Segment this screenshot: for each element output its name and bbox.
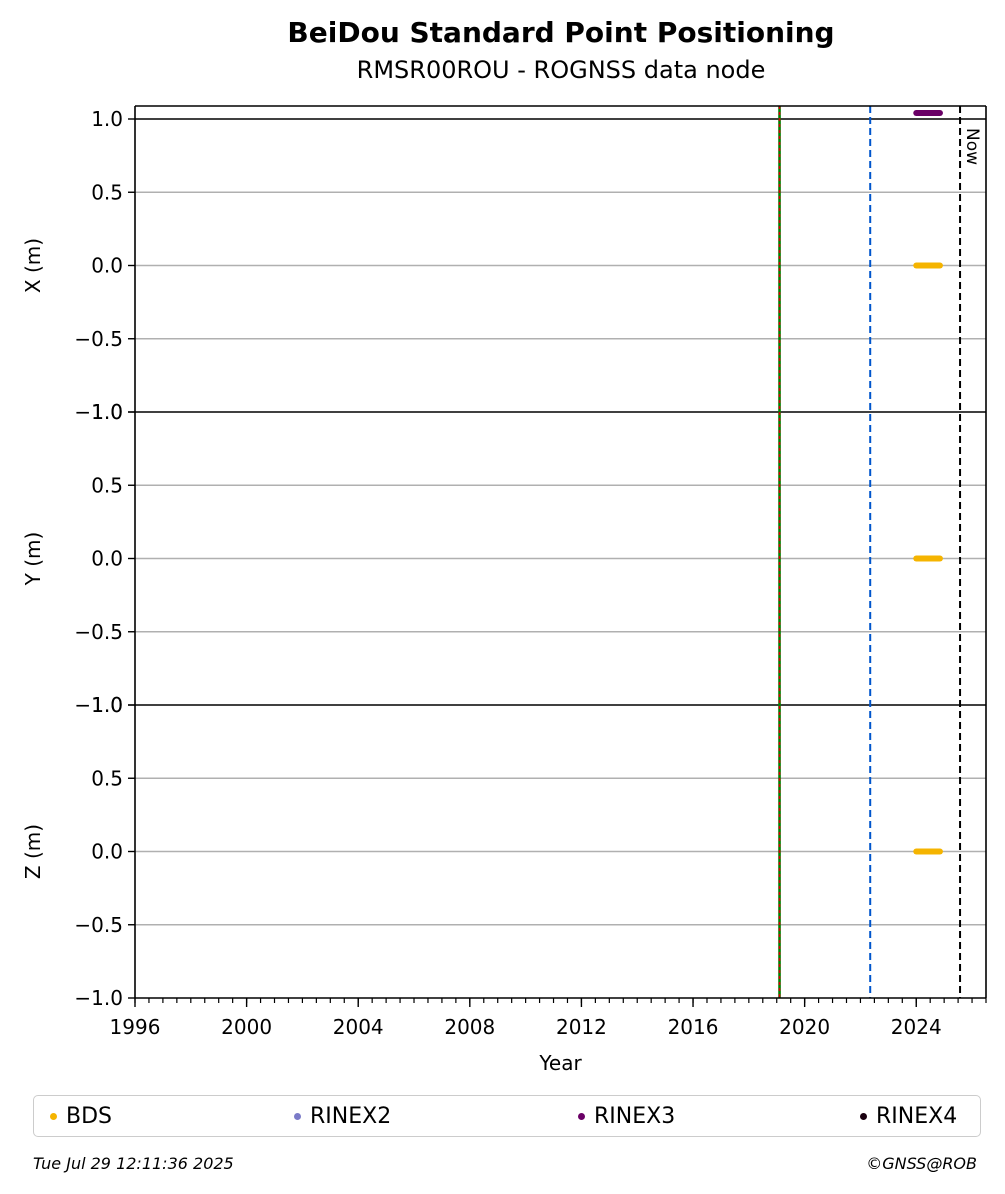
x-tick-label: 2008	[444, 1015, 495, 1039]
y-tick-label: −1.0	[74, 400, 123, 424]
y-tick-label: 0.0	[91, 254, 123, 278]
legend: BDS RINEX2 RINEX3 RINEX4	[33, 1095, 981, 1137]
y-tick-label: −0.5	[74, 913, 123, 937]
legend-item-rinex4: RINEX4	[860, 1102, 957, 1130]
legend-label-rinex3: RINEX3	[594, 1103, 676, 1129]
x-tick-label: 2012	[556, 1015, 607, 1039]
x-tick-label: 2020	[779, 1015, 830, 1039]
x-tick-label: 2000	[221, 1015, 272, 1039]
y-tick-label: 0.5	[91, 473, 123, 497]
y-tick-label: −1.0	[74, 986, 123, 1010]
y-tick-label: −0.5	[74, 620, 123, 644]
y-tick-label: 0.0	[91, 840, 123, 864]
x-axis-label: Year	[538, 1051, 582, 1075]
x-tick-label: 2004	[333, 1015, 384, 1039]
y-tick-label: 0.5	[91, 766, 123, 790]
legend-marker-rinex2	[294, 1112, 301, 1120]
legend-item-bds: BDS	[50, 1102, 112, 1130]
x-tick-label: 2016	[668, 1015, 719, 1039]
x-tick-label: 1996	[110, 1015, 161, 1039]
y-tick-label: 0.5	[91, 180, 123, 204]
y-tick-label: 1.0	[91, 400, 123, 424]
now-label: Now	[962, 128, 982, 165]
legend-item-rinex2: RINEX2	[294, 1102, 391, 1130]
legend-label-bds: BDS	[66, 1103, 112, 1129]
footer-timestamp: Tue Jul 29 12:11:36 2025	[33, 1154, 234, 1173]
chart-title: BeiDou Standard Point Positioning	[287, 16, 835, 49]
legend-marker-rinex3	[578, 1112, 585, 1120]
legend-item-rinex3: RINEX3	[578, 1102, 675, 1130]
legend-marker-rinex4	[860, 1112, 867, 1120]
legend-label-rinex4: RINEX4	[876, 1103, 958, 1129]
footer-copyright: ©GNSS@ROB	[866, 1154, 977, 1173]
y-tick-label: 1.0	[91, 107, 123, 131]
y-tick-label: 0.0	[91, 547, 123, 571]
legend-marker-bds	[50, 1112, 57, 1120]
chart-subtitle: RMSR00ROU - ROGNSS data node	[356, 56, 766, 84]
y-axis-label: Y (m)	[21, 532, 45, 587]
y-axis-label: Z (m)	[21, 824, 45, 879]
legend-label-rinex2: RINEX2	[310, 1103, 392, 1129]
y-tick-label: −1.0	[74, 693, 123, 717]
y-tick-label: −0.5	[74, 327, 123, 351]
y-axis-label: X (m)	[21, 238, 45, 293]
y-tick-label: 1.0	[91, 693, 123, 717]
x-tick-label: 2024	[891, 1015, 942, 1039]
